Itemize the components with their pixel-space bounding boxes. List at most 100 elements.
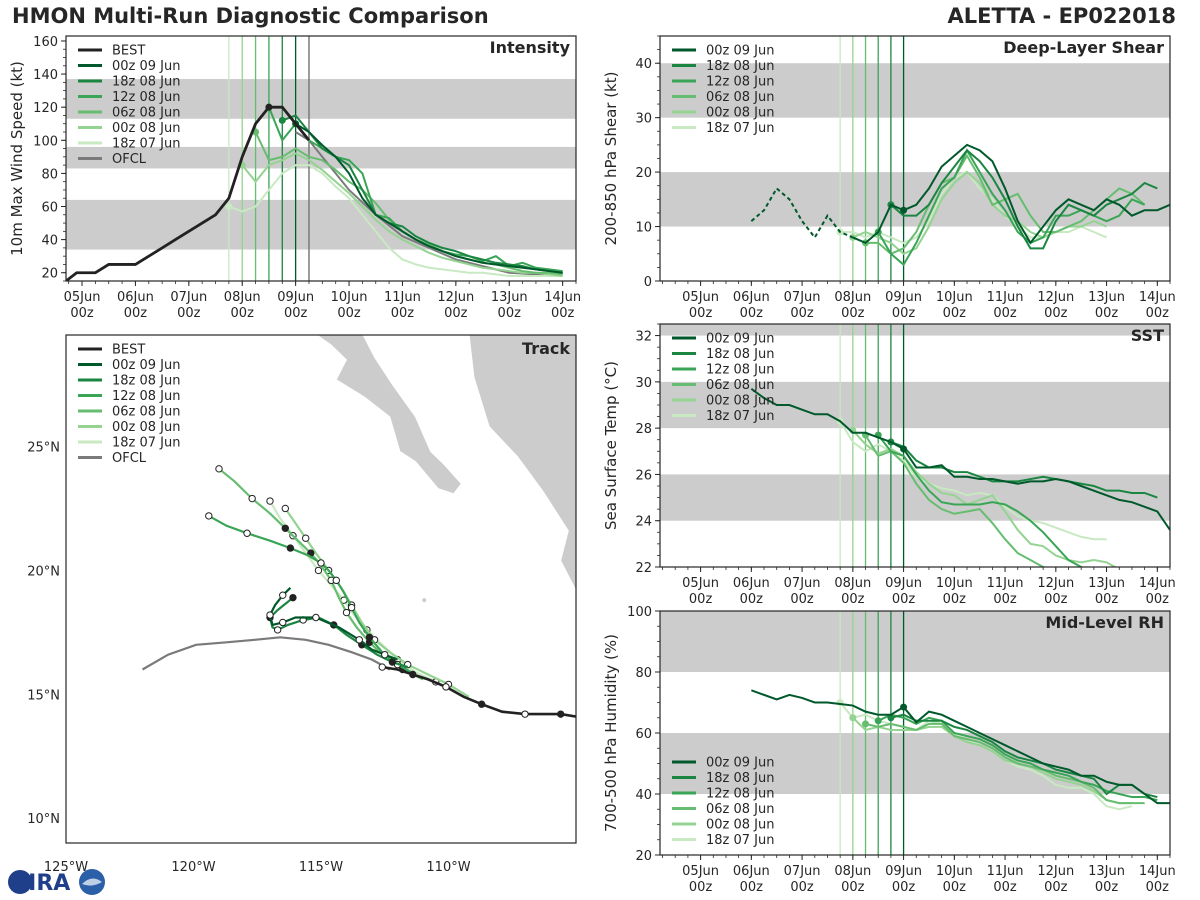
rh-xtick-hour: 00z — [993, 880, 1017, 895]
rh-xtick-day: 12Jun — [1037, 864, 1074, 879]
intensity-legend-label: 00z 08 Jun — [112, 121, 181, 136]
intensity-xtick-hour: 00z — [124, 306, 148, 321]
intensity-ytick-label: 160 — [33, 35, 58, 50]
shear-legend-label: 06z 08 Jun — [706, 90, 775, 105]
track-position-marker — [522, 711, 528, 717]
intensity-ytick-label: 80 — [41, 167, 58, 182]
intensity-legend-label: 18z 08 Jun — [112, 75, 181, 90]
revillagigedo-island — [422, 598, 426, 602]
track-position-marker — [290, 594, 296, 600]
cira-logo-text: CIRA — [12, 871, 70, 896]
rh-series-marker — [862, 720, 869, 727]
intensity-xtick-day: 10Jun — [331, 290, 368, 305]
track-position-marker — [443, 684, 449, 690]
track-lat-label: 25°N — [27, 441, 60, 456]
track-line — [285, 509, 469, 697]
intensity-xtick-hour: 00z — [391, 306, 415, 321]
intensity-xtick-day: 12Jun — [437, 290, 474, 305]
intensity-panel: 2040608010012014016005Jun00z06Jun00z07Ju… — [8, 35, 581, 321]
shear-xtick-hour: 00z — [993, 306, 1017, 321]
track-position-marker — [267, 498, 273, 504]
shear-xtick-day: 08Jun — [834, 290, 871, 305]
shear-xtick-day: 06Jun — [733, 290, 770, 305]
shear-xtick-day: 14Jun — [1139, 290, 1176, 305]
shear-legend-label: 18z 07 Jun — [706, 121, 775, 136]
intensity-xtick-hour: 00z — [231, 306, 255, 321]
track-position-marker — [382, 651, 388, 657]
rh-ytick-label: 80 — [635, 666, 652, 681]
track-legend-label: 00z 08 Jun — [112, 420, 181, 435]
rh-ytick-label: 100 — [627, 605, 652, 620]
intensity-series-marker — [265, 104, 272, 111]
sst-legend-label: 00z 08 Jun — [706, 394, 775, 409]
shear-xtick-hour: 00z — [892, 306, 916, 321]
rh-legend-label: 00z 09 Jun — [706, 756, 775, 771]
track-position-marker — [287, 545, 293, 551]
rh-xtick-hour: 00z — [790, 880, 814, 895]
track-legend-label: 18z 07 Jun — [112, 436, 181, 451]
sst-legend-label: 12z 08 Jun — [706, 363, 775, 378]
intensity-ytick-label: 140 — [33, 68, 58, 83]
shear-legend-label: 00z 09 Jun — [706, 44, 775, 59]
shear-xtick-day: 12Jun — [1037, 290, 1074, 305]
sst-xtick-hour: 00z — [790, 592, 814, 607]
track-lon-label: 110°W — [426, 860, 470, 875]
shear-xtick-hour: 00z — [1044, 306, 1068, 321]
intensity-series-marker — [225, 203, 232, 210]
track-legend: BEST00z 09 Jun18z 08 Jun12z 08 Jun06z 08… — [78, 343, 181, 467]
shear-title: Deep-Layer Shear — [1003, 38, 1164, 57]
intensity-xtick-hour: 00z — [444, 306, 468, 321]
intensity-series-line — [296, 124, 563, 273]
rh-series-marker — [849, 714, 856, 721]
intensity-series-marker — [279, 117, 286, 124]
intensity-ytick-label: 60 — [41, 201, 58, 216]
sst-title: SST — [1131, 326, 1164, 345]
shear-xtick-hour: 00z — [689, 306, 713, 321]
sst-xtick-hour: 00z — [1095, 592, 1119, 607]
sst-ytick-label: 22 — [635, 561, 652, 576]
baja-california — [313, 333, 461, 494]
sst-xtick-hour: 00z — [1146, 592, 1170, 607]
track-position-marker — [280, 619, 286, 625]
track-map — [143, 333, 577, 844]
track-legend-label: 12z 08 Jun — [112, 389, 181, 404]
track-legend-label: OFCL — [112, 451, 147, 466]
rh-xtick-day: 05Jun — [682, 864, 719, 879]
rh-xtick-hour: 00z — [943, 880, 967, 895]
rh-xtick-hour: 00z — [689, 880, 713, 895]
rh-legend-label: 18z 08 Jun — [706, 771, 775, 786]
intensity-band-0 — [66, 200, 576, 250]
intensity-xtick-hour: 00z — [284, 306, 308, 321]
shear-ytick-label: 30 — [635, 112, 652, 127]
sst-xtick-hour: 00z — [689, 592, 713, 607]
shear-panel: 01020304005Jun00z06Jun00z07Jun00z08Jun00… — [602, 36, 1176, 321]
track-lon-label: 115°W — [299, 860, 343, 875]
intensity-legend-label: 00z 09 Jun — [112, 59, 181, 74]
shear-xtick-hour: 00z — [740, 306, 764, 321]
sst-xtick-day: 07Jun — [784, 576, 821, 591]
sst-legend-label: 00z 09 Jun — [706, 332, 775, 347]
shear-xtick-hour: 00z — [841, 306, 865, 321]
track-lat-label: 20°N — [27, 564, 60, 579]
rh-legend-label: 12z 08 Jun — [706, 787, 775, 802]
shear-ytick-label: 0 — [644, 275, 652, 290]
sst-series-marker — [900, 445, 907, 452]
mainland-mexico — [469, 333, 576, 844]
track-title: Track — [522, 339, 570, 358]
shear-xtick-day: 13Jun — [1088, 290, 1125, 305]
shear-xtick-hour: 00z — [790, 306, 814, 321]
sst-xtick-day: 12Jun — [1037, 576, 1074, 591]
shear-xtick-hour: 00z — [1146, 306, 1170, 321]
rh-xtick-hour: 00z — [841, 880, 865, 895]
shear-xtick-day: 05Jun — [682, 290, 719, 305]
rh-xtick-day: 14Jun — [1139, 864, 1176, 879]
rh-xtick-hour: 00z — [1095, 880, 1119, 895]
intensity-xtick-hour: 00z — [551, 306, 575, 321]
track-position-marker — [343, 609, 349, 615]
intensity-legend-label: 06z 08 Jun — [112, 106, 181, 121]
intensity-legend-label: BEST — [112, 44, 145, 59]
track-position-marker — [478, 701, 484, 707]
intensity-xtick-hour: 00z — [498, 306, 522, 321]
track-position-marker — [315, 567, 321, 573]
sst-xtick-day: 05Jun — [682, 576, 719, 591]
